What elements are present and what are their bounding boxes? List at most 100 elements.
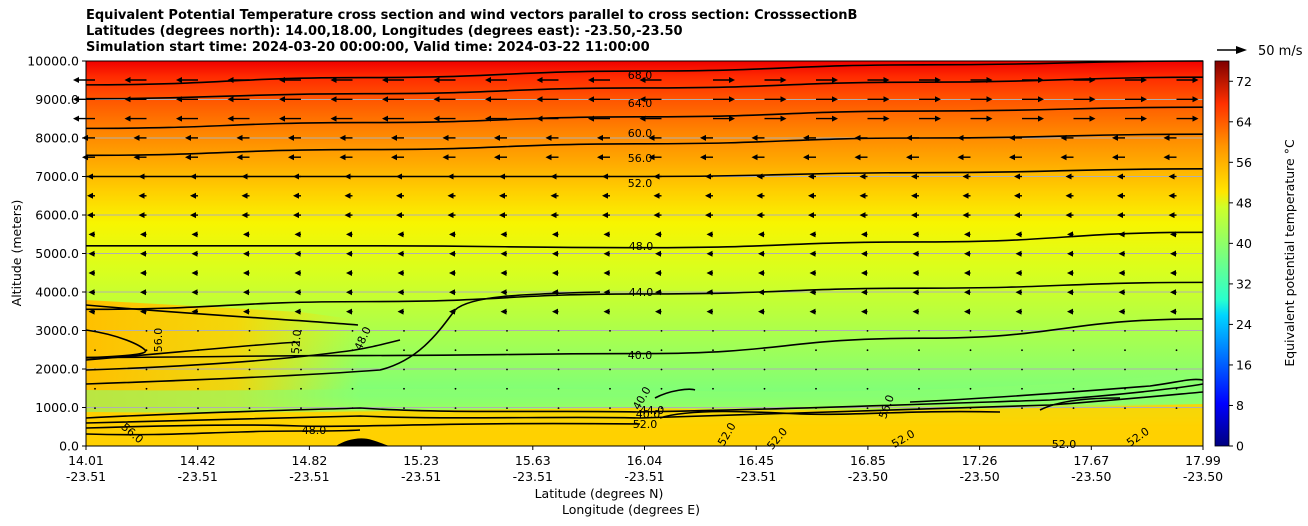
wind-vector — [764, 115, 787, 122]
wind-vector — [588, 77, 610, 83]
contour-label: 52.0 — [628, 177, 653, 190]
wind-vector — [403, 330, 405, 332]
contour-label: 52.0 — [1052, 438, 1077, 451]
wind-vector — [94, 407, 96, 409]
contour-line — [85, 422, 641, 429]
contour-line — [909, 378, 1204, 403]
wind-vector — [500, 231, 507, 238]
y-tick-label: 1000.0 — [35, 400, 79, 415]
wind-vector — [1125, 77, 1147, 83]
wind-vector — [1021, 387, 1023, 390]
wind-vector — [449, 289, 456, 296]
wind-vector — [454, 368, 457, 371]
wind-vector — [145, 330, 148, 332]
wind-vector — [751, 134, 765, 141]
x-tick-label-lat: 17.67 — [1073, 453, 1109, 468]
wind-vector — [243, 250, 250, 257]
wind-vector — [294, 289, 301, 296]
wind-vector — [969, 349, 972, 352]
wind-vector — [330, 115, 353, 122]
wind-vector — [557, 330, 560, 332]
wind-vector — [867, 96, 890, 103]
cool-region-surface — [86, 372, 1203, 413]
wind-vector — [700, 154, 713, 161]
wind-vector — [758, 231, 765, 238]
wind-vector — [713, 115, 735, 122]
contour-label: 40.0 — [628, 349, 653, 362]
wind-vector — [1014, 192, 1022, 199]
wind-vector — [660, 368, 663, 371]
wind-vector — [816, 96, 838, 103]
quiver-key-label: 50 m/s — [1258, 44, 1303, 59]
wind-vector — [197, 387, 199, 390]
wind-vector — [454, 330, 457, 332]
x-tick-label-lat: 14.42 — [180, 453, 216, 468]
wind-vector — [552, 270, 559, 276]
contour-label: 44.0 — [629, 286, 654, 299]
wind-vector — [764, 96, 787, 103]
wind-vector — [288, 134, 301, 141]
wind-vector — [176, 77, 198, 83]
wind-vector — [660, 330, 663, 332]
wind-vector — [1015, 250, 1022, 257]
wind-vector — [279, 115, 301, 122]
x-tick-label-lat: 14.82 — [292, 453, 328, 468]
wind-vector — [396, 192, 404, 199]
wind-vector — [808, 212, 816, 219]
wind-vector — [803, 154, 816, 161]
wind-vector — [94, 387, 96, 390]
wind-vector — [1021, 330, 1023, 332]
wind-vector — [1021, 368, 1023, 371]
contour-line — [85, 383, 1204, 419]
y-tick-label: 3000.0 — [35, 323, 79, 338]
wind-vector — [1170, 289, 1177, 296]
wind-vector — [866, 330, 869, 332]
wind-vector — [808, 173, 816, 180]
wind-vector — [815, 387, 817, 390]
wind-vector — [391, 134, 404, 141]
wind-vector — [763, 387, 766, 390]
y-axis-label: Altitude (meters) — [9, 200, 24, 307]
contour-lines — [85, 60, 1204, 436]
chart-title-line: Latitudes (degrees north): 14.00,18.00, … — [86, 24, 683, 39]
wind-vector — [603, 231, 610, 238]
wind-vector — [815, 330, 817, 332]
wind-vector — [499, 192, 507, 199]
wind-vector — [705, 212, 713, 219]
wind-vector — [653, 192, 662, 199]
contour-line — [654, 388, 696, 399]
wind-vector — [912, 308, 919, 315]
wind-vector — [861, 250, 868, 257]
quiver-key: 50 m/s — [1217, 44, 1303, 59]
wind-vector — [227, 115, 250, 122]
contour-label: 40.0 — [636, 408, 661, 421]
x-tick-label-lon: -23.51 — [624, 469, 664, 484]
contour-line — [85, 339, 401, 371]
wind-vector — [1176, 115, 1199, 122]
y-tick-label: 4000.0 — [35, 285, 79, 300]
wind-vector — [1175, 349, 1178, 352]
wind-vector — [176, 115, 198, 122]
wind-vector — [867, 115, 890, 122]
wind-vector — [557, 407, 560, 409]
wind-vector — [248, 330, 251, 332]
colorbar-ticks: 0 8 16 24 32 40 48 56 64 72 — [1229, 74, 1252, 454]
colorbar-tick-label: 64 — [1236, 114, 1252, 129]
colorbar-label: Equivalent potential temperature °C — [1282, 139, 1297, 367]
wind-vector — [609, 330, 611, 332]
wind-vector — [403, 368, 405, 371]
wind-vector — [236, 134, 250, 141]
contour-line — [1039, 397, 1121, 411]
wind-vector — [1117, 192, 1125, 199]
wind-vector — [1175, 407, 1178, 409]
contour-label: 56.0 — [628, 152, 653, 165]
wind-vector — [346, 270, 353, 276]
wind-vector — [494, 154, 507, 161]
wind-vector — [500, 250, 507, 257]
wind-vector — [1009, 154, 1022, 161]
wind-vector — [88, 270, 95, 276]
contour-line — [85, 76, 1204, 100]
wind-vector — [1014, 212, 1022, 219]
terrain — [336, 438, 390, 446]
wind-vector — [133, 134, 147, 141]
